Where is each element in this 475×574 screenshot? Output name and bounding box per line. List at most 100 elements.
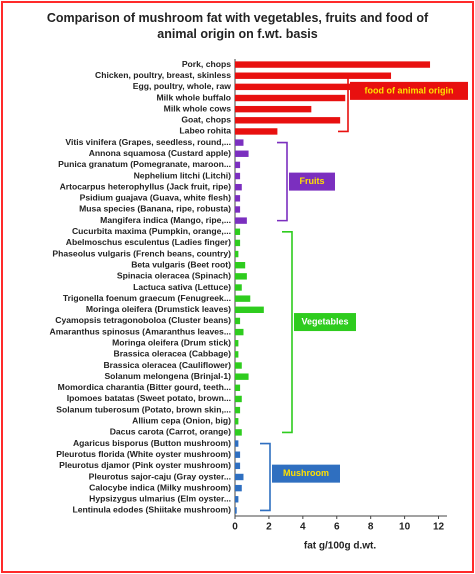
group-label-box [350, 81, 468, 100]
bar [235, 239, 241, 247]
bar [235, 94, 346, 102]
bar [235, 217, 247, 224]
y-tick-label: Lentinula edodes (Shiitake mushroom) [72, 505, 231, 515]
bar [235, 172, 241, 180]
y-tick-label: Cyamopsis tetragonoboloa (Cluster beans) [55, 315, 231, 325]
bar [235, 128, 278, 135]
x-axis-label: fat g/100g d.wt. [304, 541, 376, 552]
group-label-box [272, 464, 340, 483]
bar [235, 317, 241, 325]
bar [235, 462, 241, 470]
y-tick-label: Abelmoschus esculentus (Ladies finger) [66, 237, 231, 247]
group-label-box [294, 313, 356, 332]
y-tick-label: Pork, chops [182, 59, 231, 69]
y-tick-label: Ipomoes batatas (Sweet potato, brown... [67, 393, 231, 403]
bar [235, 373, 249, 380]
group-label: food of animal origin [365, 85, 454, 95]
group-bracket [282, 230, 293, 434]
y-tick-label: Beta vulgaris (Beet root) [131, 259, 231, 269]
y-tick-label: Lactuca sativa (Lettuce) [133, 282, 231, 292]
y-tick-label: Milk whole buffalo [157, 92, 231, 102]
bar [235, 295, 251, 302]
y-tick-label: Trigonella foenum graecum (Fenugreek... [63, 293, 231, 303]
bar [235, 262, 246, 269]
bar [235, 139, 244, 146]
bar [235, 183, 242, 191]
bar [235, 473, 244, 481]
group-label: Vegetables [301, 316, 348, 326]
y-tick-label: Amaranthus spinosus (Amaranthus leaves..… [50, 326, 231, 336]
bar [235, 105, 312, 113]
chart-title: Comparison of mushroom fat with vegetabl… [46, 11, 429, 41]
bar [235, 117, 341, 124]
y-tick-label: Pleurotus sajor-caju (Gray oyster... [89, 471, 231, 481]
y-tick-label: Chicken, poultry, breast, skinless [95, 70, 231, 80]
group-bracket [260, 442, 271, 512]
y-tick-label: Dacus carota (Carrot, orange) [110, 427, 231, 437]
y-tick-label: Calocybe indica (Milky mushroom) [89, 482, 231, 492]
y-tick-label: Phaseolus vulgaris (French beans, countr… [52, 248, 231, 258]
bar [235, 284, 242, 291]
bar [235, 273, 247, 280]
bar [235, 328, 244, 336]
y-tick-label: Goat, chops [181, 115, 231, 125]
bar [235, 228, 241, 235]
x-tick-label: 4 [300, 522, 306, 533]
bar [235, 418, 239, 425]
y-tick-label: Mangifera indica (Mango, ripe,... [100, 215, 231, 225]
y-tick-label: Milk whole cows [164, 103, 232, 113]
bar [235, 440, 239, 447]
x-tick-label: 12 [433, 522, 445, 533]
y-tick-label: Moringa oleifera (Drumstick leaves) [86, 304, 231, 314]
x-tick-label: 10 [399, 522, 411, 533]
y-tick-label: Musa species (Banana, ripe, robusta) [79, 204, 231, 214]
group-bracket [338, 72, 349, 133]
bar [235, 507, 237, 514]
y-tick-label: Labeo rohita [179, 126, 231, 136]
bar [235, 250, 239, 258]
y-tick-label: Cucurbita maxima (Pumpkin, orange,... [72, 226, 231, 236]
x-tick-label: 6 [334, 522, 340, 533]
bar [235, 195, 241, 202]
y-tick-label: Moringa oleifera (Drum stick) [112, 337, 231, 347]
bar [235, 395, 242, 403]
y-tick-label: Psidium guajava (Guava, white flesh) [80, 193, 232, 203]
bar [235, 306, 264, 313]
y-tick-label: Agaricus bisporus (Button mushroom) [73, 438, 231, 448]
bar [235, 206, 241, 213]
y-tick-label: Solanum melongena (Brinjal-1) [104, 371, 231, 381]
bar [235, 496, 239, 503]
y-tick-label: Hypsizygus ulmarius (Elm oyster... [89, 494, 231, 504]
y-tick-label: Pleurotus djamor (Pink oyster mushroom) [59, 460, 231, 470]
bar [235, 150, 249, 157]
bar [235, 340, 239, 347]
y-tick-label: Brassica oleracea (Cabbage) [113, 349, 231, 359]
y-tick-label: Egg, poultry, whole, raw [133, 81, 232, 91]
y-tick-label: Allium cepa (Onion, big) [132, 416, 231, 426]
group-label: Mushroom [283, 468, 329, 478]
group-label: Fruits [299, 176, 324, 186]
bar [235, 384, 241, 392]
y-tick-label: Momordica charantia (Bitter gourd, teeth… [58, 382, 231, 392]
y-tick-label: Solanum tuberosum (Potato, brown skin,..… [56, 404, 231, 414]
y-tick-label: Artocarpus heterophyllus (Jack fruit, ri… [60, 181, 232, 191]
y-tick-label: Annona squamosa (Custard apple) [89, 148, 231, 158]
bar [235, 61, 431, 68]
y-tick-label: Nephelium litchi (Litchi) [134, 170, 232, 180]
bar [235, 362, 242, 369]
bar [235, 351, 239, 358]
bar [235, 484, 242, 492]
y-tick-label: Pleurotus florida (White oyster mushroom… [56, 449, 231, 459]
y-tick-label: Brassica oleracea (Cauliflower) [103, 360, 231, 370]
x-tick-label: 2 [266, 522, 272, 533]
bar [235, 429, 242, 436]
x-tick-label: 8 [368, 522, 374, 533]
bar [235, 406, 241, 414]
bar [235, 72, 392, 79]
x-tick-label: 0 [232, 522, 238, 533]
group-bracket [277, 141, 288, 222]
group-label-box [289, 172, 335, 191]
